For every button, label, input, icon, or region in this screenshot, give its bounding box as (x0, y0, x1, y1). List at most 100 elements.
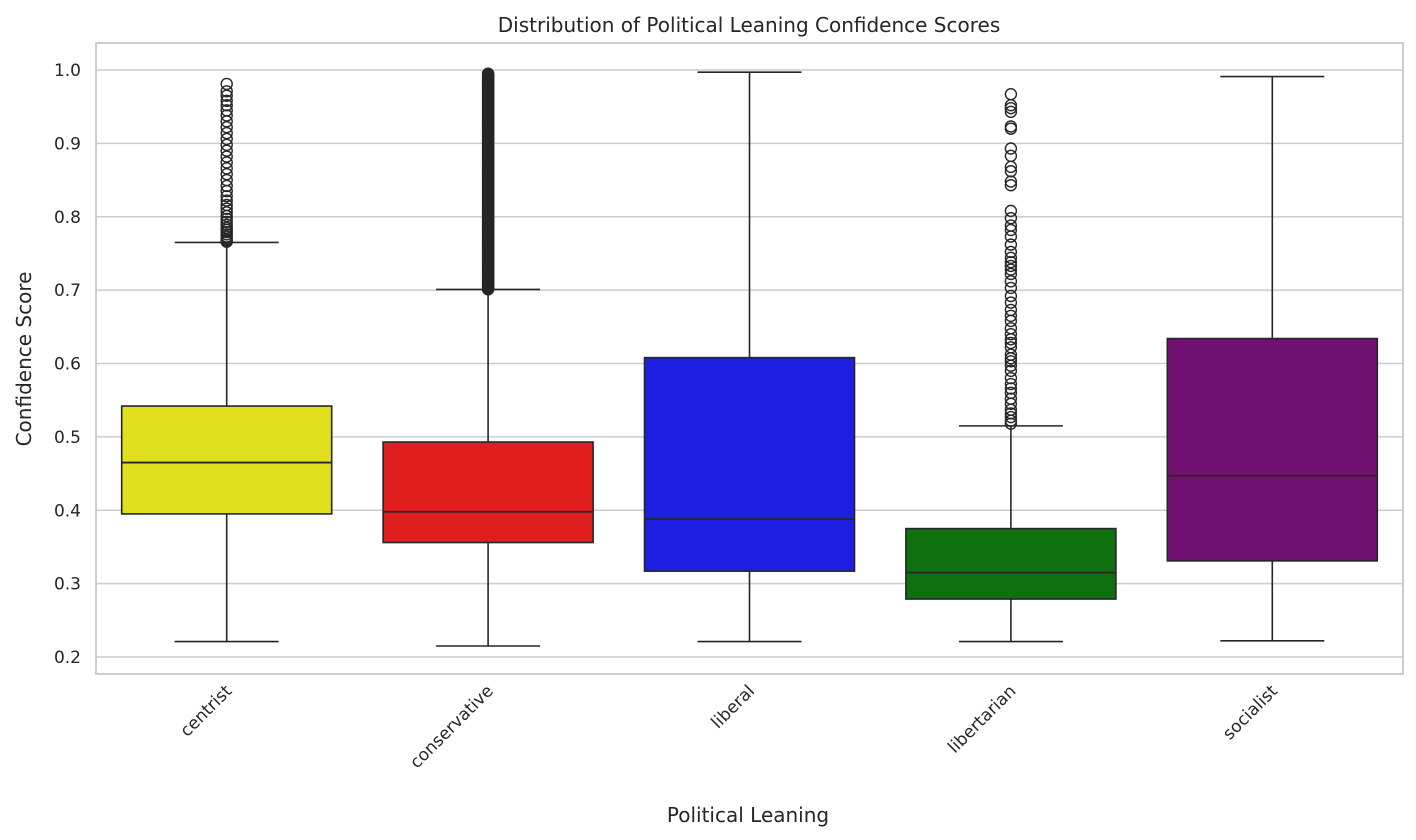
y-tick-labels: 0.2 0.3 0.4 0.5 0.6 0.7 0.8 0.9 1.0 (54, 61, 81, 668)
x-axis-label: Political Leaning (667, 803, 829, 827)
outlier-point (220, 94, 233, 108)
outlier-point (220, 179, 233, 193)
outlier-point (1004, 382, 1018, 395)
x-tick-label: liberal (708, 681, 759, 732)
plot-frame (95, 42, 1404, 675)
outlier-point (220, 156, 233, 169)
y-tick-label: 0.7 (54, 281, 81, 301)
x-tick-label: libertarian (944, 681, 1020, 757)
outlier-point (220, 190, 233, 203)
outlier-point (1004, 407, 1018, 420)
outlier-point (220, 167, 233, 181)
outlier-point (220, 215, 233, 229)
y-tick-label: 1.0 (54, 61, 81, 81)
outlier-point (1004, 410, 1018, 424)
y-tick-label: 0.2 (54, 648, 81, 668)
outlier-point (220, 99, 233, 112)
outlier-point (220, 150, 233, 163)
outlier-point (220, 121, 233, 134)
outlier-point (1004, 245, 1018, 259)
box-liberal (643, 71, 856, 643)
outlier-point (1004, 175, 1018, 188)
outlier-point (220, 104, 233, 117)
box-series (120, 67, 1379, 647)
outlier-point (220, 109, 233, 122)
box-socialist (1166, 75, 1379, 642)
outlier-point (220, 77, 233, 91)
outlier-point (1004, 322, 1018, 335)
outlier-point (220, 206, 233, 219)
outlier-point (1004, 88, 1018, 101)
outlier-point (220, 221, 233, 234)
y-tick-label: 0.8 (54, 208, 81, 228)
outlier-point (1004, 267, 1018, 281)
outlier-point (1004, 256, 1018, 269)
outlier-point (1004, 204, 1018, 218)
outlier-point (1004, 309, 1018, 323)
outlier-point (1004, 281, 1018, 295)
outlier-point (1004, 120, 1018, 133)
outlier-point (1004, 142, 1018, 155)
outlier-point (220, 218, 233, 232)
outlier-point (1004, 386, 1018, 400)
outlier-point (1004, 371, 1018, 385)
outlier-point (1004, 348, 1018, 361)
y-tick-label: 0.6 (54, 355, 81, 375)
chart-title: Distribution of Political Leaning Confid… (498, 13, 1001, 37)
outlier-point (220, 144, 233, 157)
outlier-point (1004, 219, 1018, 232)
outlier-point (1004, 296, 1018, 309)
outlier-point (1004, 212, 1018, 225)
outlier-point (220, 89, 233, 102)
x-tick-labels: centrist conservative liberal libertarian so… (176, 681, 1282, 773)
outlier-point (1004, 289, 1018, 303)
outlier-point (220, 202, 233, 215)
outlier-point (1004, 238, 1018, 251)
y-axis-label: Confidence Score (12, 272, 36, 447)
outlier-point (1004, 355, 1018, 368)
iqr-box (1166, 337, 1379, 562)
iqr-box (382, 441, 594, 544)
outlier-point (1004, 251, 1018, 265)
outlier-point (220, 194, 233, 207)
outlier-point (1004, 303, 1018, 317)
outlier-point (1004, 263, 1018, 276)
outlier-point (220, 162, 233, 175)
outlier-point (220, 212, 233, 226)
outlier-point (1004, 165, 1018, 178)
outlier-point (220, 132, 233, 146)
outlier-point (1004, 377, 1018, 391)
outlier-point (220, 173, 233, 187)
outlier-point (1004, 341, 1018, 354)
outlier-point (1004, 223, 1018, 237)
outlier-point (1004, 392, 1018, 405)
iqr-box (120, 405, 333, 515)
y-tick-label: 0.3 (54, 575, 81, 595)
outlier-point (220, 198, 233, 212)
x-tick-label: socialist (1219, 681, 1282, 744)
box-conservative (382, 67, 594, 647)
x-tick-label: centrist (176, 681, 236, 741)
outlier-point (220, 138, 233, 152)
y-tick-label: 0.9 (54, 134, 81, 154)
outlier-point (1004, 336, 1018, 350)
box-centrist (120, 77, 333, 643)
iqr-box (643, 356, 856, 572)
iqr-box (905, 527, 1117, 600)
y-tick-label: 0.4 (54, 501, 81, 521)
outlier-point (1004, 149, 1018, 163)
outlier-point (1004, 178, 1018, 192)
outlier-point (1004, 259, 1018, 273)
outlier-point (1004, 105, 1018, 119)
outlier-point (1004, 364, 1018, 378)
outlier-point (220, 126, 233, 140)
outlier-point (220, 85, 233, 98)
outlier-point (481, 67, 495, 80)
outlier-point (1004, 230, 1018, 243)
box-libertarian (905, 88, 1117, 643)
outlier-point (1004, 101, 1018, 115)
outlier-point (1004, 417, 1018, 430)
x-tick-label: conservative (406, 681, 497, 772)
outlier-point (1004, 327, 1018, 341)
